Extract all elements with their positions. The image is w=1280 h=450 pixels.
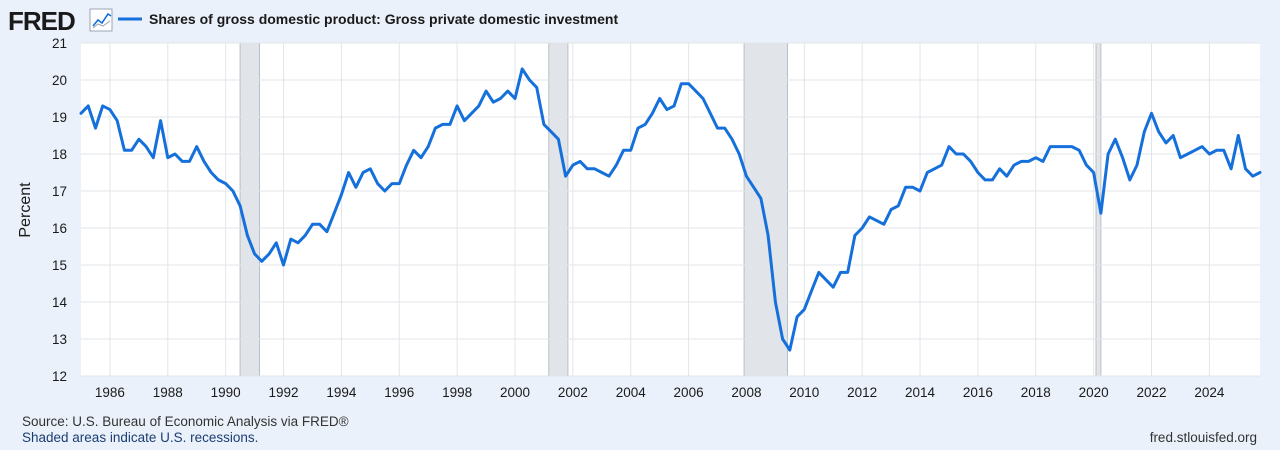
series-group [79,67,1262,352]
x-tick-label-1996: 1996 [384,385,414,400]
x-axis-ticks: 1986 1988 1990 1992 1994 1996 1998 2000 2002 2004… [95,385,1225,400]
y-tick-label-12: 12 [52,369,67,384]
y-tick-label-18: 18 [52,147,67,162]
series-line-1[interactable] [79,67,1262,352]
y-tick-label-13: 13 [52,332,67,347]
x-tick-label-2018: 2018 [1021,385,1051,400]
x-tick-label-2004: 2004 [616,385,647,400]
x-tick-label-2006: 2006 [674,385,704,400]
x-tick-label-2016: 2016 [963,385,993,400]
y-axis-title: Percent [17,182,34,238]
y-axis-ticks: 12 13 14 15 16 17 18 19 20 21 [52,36,68,384]
y-tick-label-20: 20 [52,73,67,88]
x-tick-label-2012: 2012 [847,385,877,400]
site-link[interactable]: fred.stlouisfed.org [1150,430,1257,445]
x-tick-label-2024: 2024 [1194,385,1225,400]
plot-background [81,43,1260,376]
y-tick-label-17: 17 [52,184,67,199]
recession-note: Shaded areas indicate U.S. recessions. [22,430,258,445]
x-tick-label-2020: 2020 [1079,385,1109,400]
x-tick-label-2002: 2002 [558,385,588,400]
footer: Source: U.S. Bureau of Economic Analysis… [22,414,1257,445]
plot-area [79,42,1262,377]
y-tick-label-15: 15 [52,258,67,273]
y-tick-label-21: 21 [52,36,67,51]
fred-logo[interactable]: FRED [8,6,76,36]
x-tick-label-1992: 1992 [269,385,299,400]
x-tick-label-2000: 2000 [500,385,530,400]
x-tick-label-2010: 2010 [789,385,819,400]
x-tick-label-1986: 1986 [95,385,125,400]
x-tick-label-1988: 1988 [153,385,183,400]
x-tick-label-2014: 2014 [905,385,936,400]
x-tick-label-1990: 1990 [211,385,241,400]
source-text: Source: U.S. Bureau of Economic Analysis… [22,414,349,429]
y-tick-label-19: 19 [52,110,67,125]
y-tick-label-16: 16 [52,221,67,236]
y-tick-label-14: 14 [52,295,68,310]
header: FRED Shares of gross domestic product: G… [8,6,618,36]
legend-label[interactable]: Shares of gross domestic product: Gross … [149,11,618,27]
recession-band-1 [239,42,261,377]
x-tick-label-1994: 1994 [326,385,357,400]
trend-chart-icon [89,8,113,32]
gridlines [81,42,1260,377]
x-tick-label-2008: 2008 [731,385,761,400]
recession-band-2 [548,42,569,377]
x-tick-label-1998: 1998 [442,385,472,400]
x-tick-label-2022: 2022 [1136,385,1166,400]
